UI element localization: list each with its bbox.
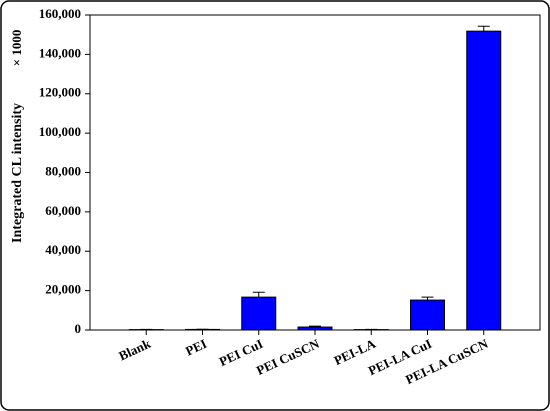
bar [241,296,277,331]
y-axis-label: Integrated CL intensity [10,103,25,243]
error-bar [252,291,265,298]
error-bar [309,325,321,328]
bar [410,299,445,331]
y-tick-label: 100,000 [39,124,81,139]
plot-border [89,14,541,331]
y-tick-label: 160,000 [39,6,81,21]
y-tick-label: 60,000 [45,203,81,218]
y-tick-label: 0 [75,321,82,336]
y-tick-label: 40,000 [45,242,81,257]
error-bar [421,296,434,301]
y-tick-label: 120,000 [39,85,81,100]
error-bar [477,25,490,32]
bar [466,30,502,331]
annotation: × 1000 [9,30,24,67]
y-tick-label: 140,000 [39,45,81,60]
y-tick-label: 80,000 [45,163,81,178]
y-tick-label: 20,000 [45,282,81,297]
